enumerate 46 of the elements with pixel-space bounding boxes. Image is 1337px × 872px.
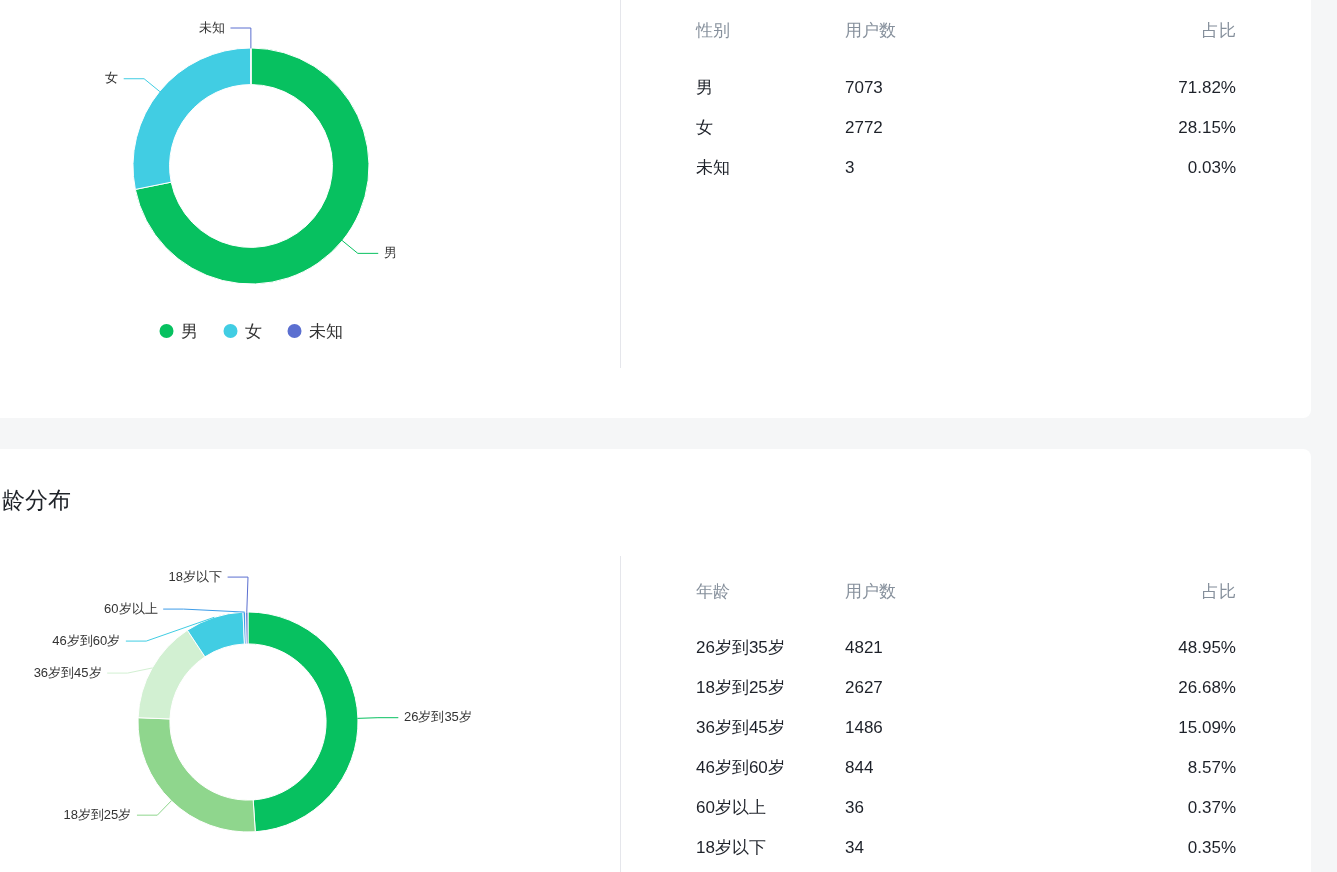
legend-label: 未知 bbox=[308, 321, 343, 341]
slice-label: 未知 bbox=[198, 19, 225, 35]
text: 用户数 bbox=[845, 581, 896, 603]
text: 844 bbox=[845, 757, 874, 779]
slice-label: 46岁到60岁 bbox=[52, 632, 121, 648]
text: 0.35% bbox=[1187, 837, 1236, 859]
text: 1486 bbox=[845, 717, 883, 739]
text: 26.68% bbox=[1178, 677, 1236, 699]
text: 36岁到45岁 bbox=[696, 717, 785, 739]
text: 18岁到25岁 bbox=[696, 677, 785, 699]
text: 用户数 bbox=[845, 20, 896, 42]
text: 60岁以上 bbox=[696, 797, 766, 819]
text: 34 bbox=[845, 837, 864, 859]
slice-label: 60岁以上 bbox=[104, 600, 158, 616]
chart-title: 龄分布 bbox=[2, 486, 71, 515]
slice-label: 18岁以下 bbox=[168, 568, 222, 584]
text: 3 bbox=[845, 157, 855, 179]
text: 7073 bbox=[845, 77, 883, 99]
text: 46岁到60岁 bbox=[696, 757, 785, 779]
text: 4821 bbox=[845, 637, 883, 659]
text: 26岁到35岁 bbox=[696, 637, 785, 659]
text: 8.57% bbox=[1187, 757, 1236, 779]
legend-label: 女 bbox=[244, 321, 262, 341]
text: 0.37% bbox=[1187, 797, 1236, 819]
text: 年龄 bbox=[696, 581, 730, 603]
text: 18岁以下 bbox=[696, 837, 766, 859]
text: 女 bbox=[696, 117, 713, 139]
text: 28.15% bbox=[1178, 117, 1236, 139]
text: 2772 bbox=[845, 117, 883, 139]
slice-label: 26岁到35岁 bbox=[403, 709, 472, 725]
slice-label: 男 bbox=[383, 244, 397, 260]
text: 占比 bbox=[1202, 20, 1236, 42]
text: 未知 bbox=[696, 157, 730, 179]
text: 2627 bbox=[845, 677, 883, 699]
text: 48.95% bbox=[1178, 637, 1236, 659]
text: 占比 bbox=[1202, 581, 1236, 603]
text: 性别 bbox=[696, 20, 730, 42]
slice-label: 36岁到45岁 bbox=[33, 664, 102, 680]
legend-label: 男 bbox=[180, 321, 198, 341]
text: 男 bbox=[696, 77, 713, 99]
slice-label: 18岁到25岁 bbox=[63, 806, 132, 822]
text: 36 bbox=[845, 797, 864, 819]
slice-label: 女 bbox=[105, 70, 119, 86]
text: 71.82% bbox=[1178, 77, 1236, 99]
text: 0.03% bbox=[1187, 157, 1236, 179]
text: 15.09% bbox=[1178, 717, 1236, 739]
